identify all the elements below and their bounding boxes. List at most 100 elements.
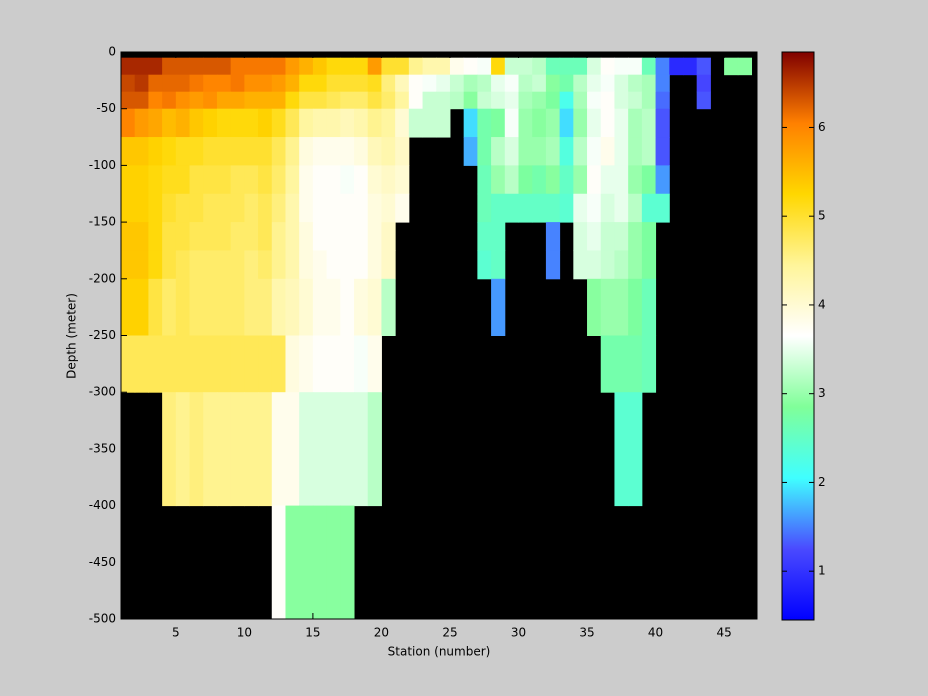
cell bbox=[216, 74, 232, 93]
cell bbox=[545, 250, 561, 280]
cell bbox=[491, 74, 506, 93]
y-tick-label: -250 bbox=[89, 328, 116, 342]
cell bbox=[134, 335, 149, 393]
cell bbox=[203, 165, 218, 195]
cell bbox=[148, 165, 163, 195]
cell bbox=[395, 193, 410, 223]
cell bbox=[600, 193, 615, 223]
cell bbox=[340, 278, 355, 336]
cell bbox=[395, 137, 410, 166]
cell bbox=[271, 392, 286, 507]
cell bbox=[326, 91, 341, 110]
cell bbox=[203, 250, 218, 280]
cell bbox=[477, 222, 492, 251]
cell bbox=[367, 335, 382, 393]
cell bbox=[258, 250, 273, 280]
cell bbox=[134, 165, 149, 195]
cell bbox=[504, 108, 519, 138]
cell bbox=[367, 74, 382, 93]
cell bbox=[258, 165, 273, 195]
cell bbox=[381, 91, 396, 110]
cell bbox=[216, 137, 232, 166]
cell bbox=[545, 91, 561, 110]
cell bbox=[258, 193, 273, 223]
cell bbox=[148, 193, 163, 223]
cell bbox=[162, 222, 177, 251]
cell bbox=[162, 165, 177, 195]
cell bbox=[216, 250, 232, 280]
cell bbox=[258, 137, 273, 166]
cell bbox=[148, 278, 163, 336]
cell bbox=[587, 165, 602, 195]
cell bbox=[408, 57, 424, 76]
cell bbox=[367, 250, 382, 280]
cell bbox=[655, 165, 670, 195]
cell bbox=[230, 91, 245, 110]
cell bbox=[175, 392, 191, 507]
cell bbox=[628, 335, 643, 393]
cell bbox=[299, 335, 314, 393]
cell bbox=[641, 335, 657, 393]
cell bbox=[354, 74, 369, 93]
cell bbox=[545, 57, 561, 76]
cell bbox=[477, 165, 492, 195]
cell bbox=[121, 108, 136, 138]
cell bbox=[436, 108, 451, 138]
cell bbox=[545, 222, 561, 251]
cell bbox=[230, 165, 245, 195]
cell bbox=[436, 91, 451, 110]
cell bbox=[189, 193, 204, 223]
cell bbox=[504, 74, 519, 93]
cell bbox=[162, 74, 177, 93]
cell bbox=[600, 250, 615, 280]
cell bbox=[121, 74, 136, 93]
cell bbox=[175, 193, 191, 223]
cell bbox=[395, 165, 410, 195]
cell bbox=[244, 392, 259, 507]
cell bbox=[381, 250, 396, 280]
cell bbox=[367, 392, 382, 507]
cell bbox=[491, 193, 506, 223]
cell bbox=[628, 392, 643, 507]
cell bbox=[354, 193, 369, 223]
cell bbox=[395, 57, 410, 76]
cell bbox=[244, 57, 259, 76]
cell bbox=[271, 165, 286, 195]
cell bbox=[614, 278, 629, 336]
cell bbox=[299, 193, 314, 223]
cell bbox=[230, 222, 245, 251]
cell bbox=[340, 222, 355, 251]
cell bbox=[354, 165, 369, 195]
cell bbox=[312, 222, 328, 251]
cell bbox=[258, 278, 273, 336]
cell bbox=[148, 74, 163, 93]
cell bbox=[244, 278, 259, 336]
cell bbox=[189, 335, 204, 393]
cell bbox=[258, 74, 273, 93]
cell bbox=[628, 137, 643, 166]
cell bbox=[614, 91, 629, 110]
cell bbox=[422, 74, 437, 93]
x-tick-label: 30 bbox=[511, 626, 526, 640]
cell bbox=[545, 108, 561, 138]
cell bbox=[381, 74, 396, 93]
cell bbox=[340, 74, 355, 93]
cell bbox=[203, 222, 218, 251]
cell bbox=[312, 335, 328, 393]
cell bbox=[244, 335, 259, 393]
cell bbox=[477, 250, 492, 280]
cell bbox=[641, 91, 657, 110]
cell bbox=[367, 165, 382, 195]
cell bbox=[655, 74, 670, 93]
cell bbox=[175, 278, 191, 336]
cell bbox=[669, 57, 684, 76]
cell bbox=[367, 222, 382, 251]
cell bbox=[230, 137, 245, 166]
cell bbox=[134, 250, 149, 280]
cell bbox=[600, 278, 615, 336]
cell bbox=[162, 193, 177, 223]
cell bbox=[545, 74, 561, 93]
cell bbox=[271, 193, 286, 223]
cell bbox=[148, 222, 163, 251]
cell bbox=[340, 137, 355, 166]
